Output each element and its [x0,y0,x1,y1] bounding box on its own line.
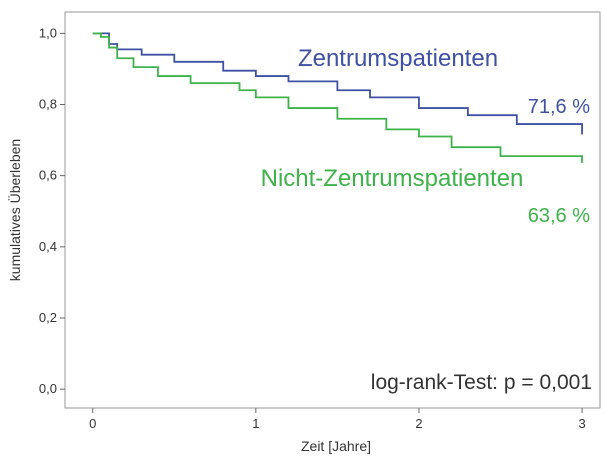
x-tick-label: 3 [578,416,585,431]
plot-frame [64,11,601,409]
series-label: Zentrumspatienten [298,45,498,72]
x-tick-label: 1 [252,416,259,431]
y-tick-label: 0,6 [39,168,57,183]
survival-curve [92,32,583,163]
y-tick-label: 0,0 [39,381,57,396]
y-tick-label: 1,0 [39,25,57,40]
x-tick-label: 0 [89,416,96,431]
end-label: 63,6 % [528,205,590,227]
series-label: Nicht-Zentrumspatienten [261,165,524,192]
y-axis-label: kumulatives Überleben [6,139,23,281]
x-axis-label: Zeit [Jahre] [301,438,371,454]
y-tick-label: 0,2 [39,310,57,325]
x-tick-label: 2 [415,416,422,431]
end-label: 71,6 % [528,96,590,118]
annotation: log-rank-Test: p = 0,001 [371,371,592,394]
y-tick-label: 0,4 [39,239,57,254]
y-tick-label: 0,8 [39,97,57,112]
